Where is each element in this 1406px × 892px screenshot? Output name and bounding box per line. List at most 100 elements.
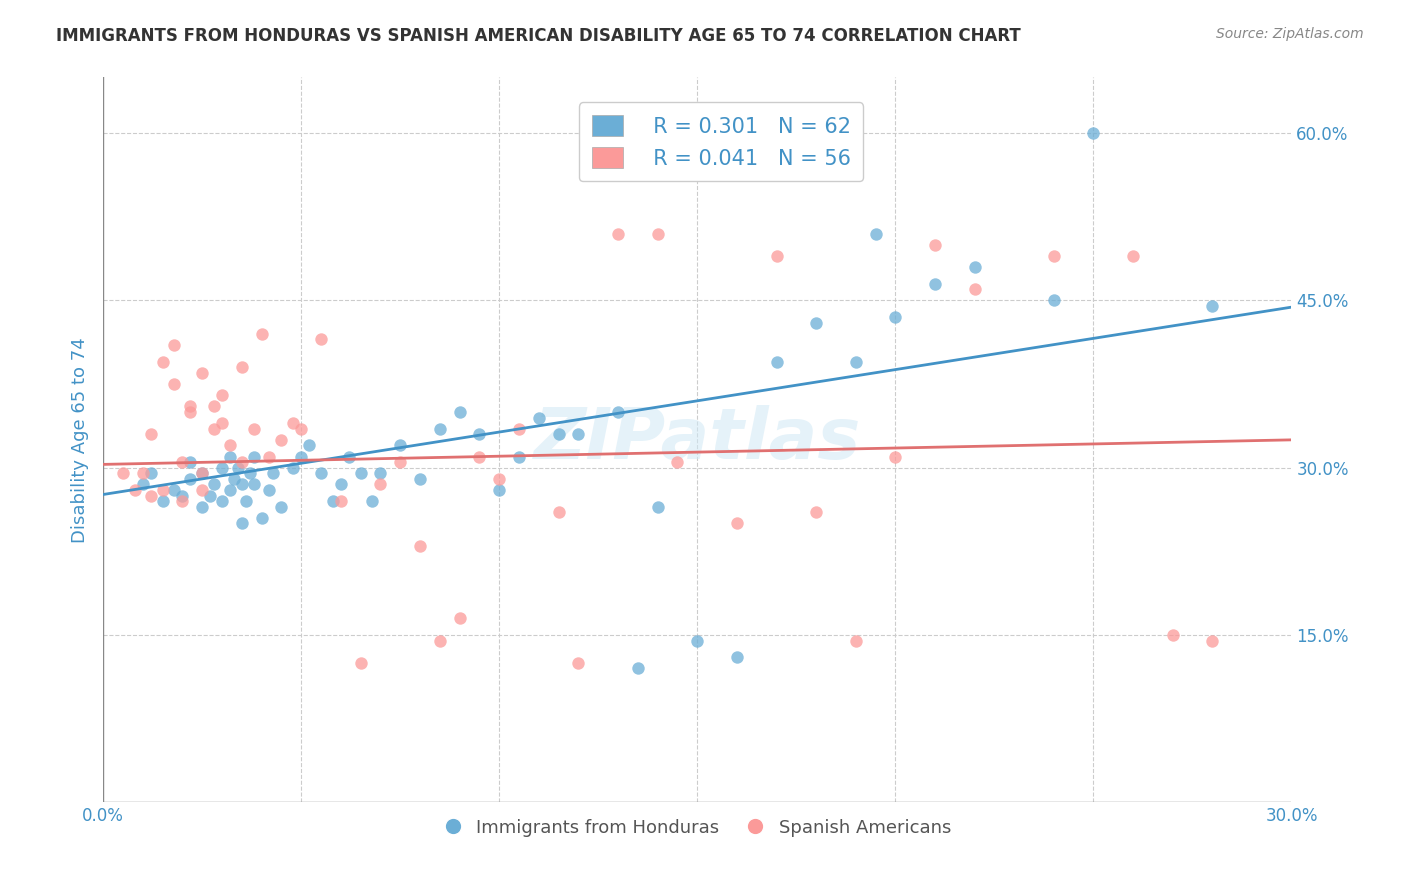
Point — [666, 455, 689, 469]
Point — [219, 450, 242, 464]
Point — [924, 277, 946, 291]
Point — [508, 422, 530, 436]
Point — [389, 438, 412, 452]
Point — [647, 500, 669, 514]
Point — [429, 422, 451, 436]
Point — [226, 460, 249, 475]
Point — [765, 355, 787, 369]
Point — [250, 511, 273, 525]
Text: Source: ZipAtlas.com: Source: ZipAtlas.com — [1216, 27, 1364, 41]
Point — [235, 494, 257, 508]
Point — [231, 516, 253, 531]
Point — [172, 494, 194, 508]
Point — [179, 405, 201, 419]
Point — [845, 633, 868, 648]
Point — [211, 388, 233, 402]
Point — [152, 355, 174, 369]
Point — [329, 477, 352, 491]
Point — [270, 500, 292, 514]
Point — [924, 237, 946, 252]
Point — [647, 227, 669, 241]
Point — [242, 477, 264, 491]
Point — [1201, 299, 1223, 313]
Point — [1201, 633, 1223, 648]
Point — [172, 489, 194, 503]
Point — [219, 438, 242, 452]
Point — [488, 472, 510, 486]
Point — [250, 326, 273, 341]
Point — [567, 656, 589, 670]
Point — [468, 427, 491, 442]
Point — [449, 611, 471, 625]
Point — [132, 467, 155, 481]
Point — [262, 467, 284, 481]
Point — [298, 438, 321, 452]
Point — [963, 282, 986, 296]
Point — [198, 489, 221, 503]
Point — [191, 366, 214, 380]
Point — [179, 472, 201, 486]
Point — [283, 460, 305, 475]
Point — [527, 410, 550, 425]
Point — [191, 500, 214, 514]
Point — [370, 477, 392, 491]
Legend: Immigrants from Honduras, Spanish Americans: Immigrants from Honduras, Spanish Americ… — [436, 812, 959, 844]
Point — [139, 467, 162, 481]
Point — [725, 650, 748, 665]
Point — [139, 427, 162, 442]
Point — [1083, 126, 1105, 140]
Point — [202, 400, 225, 414]
Point — [283, 416, 305, 430]
Point — [804, 505, 827, 519]
Point — [231, 477, 253, 491]
Point — [211, 416, 233, 430]
Point — [804, 316, 827, 330]
Point — [202, 422, 225, 436]
Point — [211, 494, 233, 508]
Point — [409, 539, 432, 553]
Point — [242, 422, 264, 436]
Point — [202, 477, 225, 491]
Point — [152, 483, 174, 497]
Point — [163, 483, 186, 497]
Point — [222, 472, 245, 486]
Point — [179, 455, 201, 469]
Point — [607, 227, 630, 241]
Point — [488, 483, 510, 497]
Point — [409, 472, 432, 486]
Point — [361, 494, 384, 508]
Point — [139, 489, 162, 503]
Point — [239, 467, 262, 481]
Point — [765, 249, 787, 263]
Point — [290, 450, 312, 464]
Point — [884, 450, 907, 464]
Point — [259, 483, 281, 497]
Point — [163, 377, 186, 392]
Point — [349, 656, 371, 670]
Point — [607, 405, 630, 419]
Point — [508, 450, 530, 464]
Point — [259, 450, 281, 464]
Point — [152, 494, 174, 508]
Point — [191, 467, 214, 481]
Point — [132, 477, 155, 491]
Point — [547, 505, 569, 519]
Point — [686, 633, 709, 648]
Point — [725, 516, 748, 531]
Point — [242, 450, 264, 464]
Point — [349, 467, 371, 481]
Point — [370, 467, 392, 481]
Point — [309, 467, 332, 481]
Point — [1042, 293, 1064, 308]
Point — [429, 633, 451, 648]
Point — [231, 455, 253, 469]
Point — [547, 427, 569, 442]
Point — [337, 450, 360, 464]
Text: IMMIGRANTS FROM HONDURAS VS SPANISH AMERICAN DISABILITY AGE 65 TO 74 CORRELATION: IMMIGRANTS FROM HONDURAS VS SPANISH AMER… — [56, 27, 1021, 45]
Point — [884, 310, 907, 325]
Point — [270, 433, 292, 447]
Point — [309, 333, 332, 347]
Point — [1042, 249, 1064, 263]
Point — [111, 467, 134, 481]
Point — [567, 427, 589, 442]
